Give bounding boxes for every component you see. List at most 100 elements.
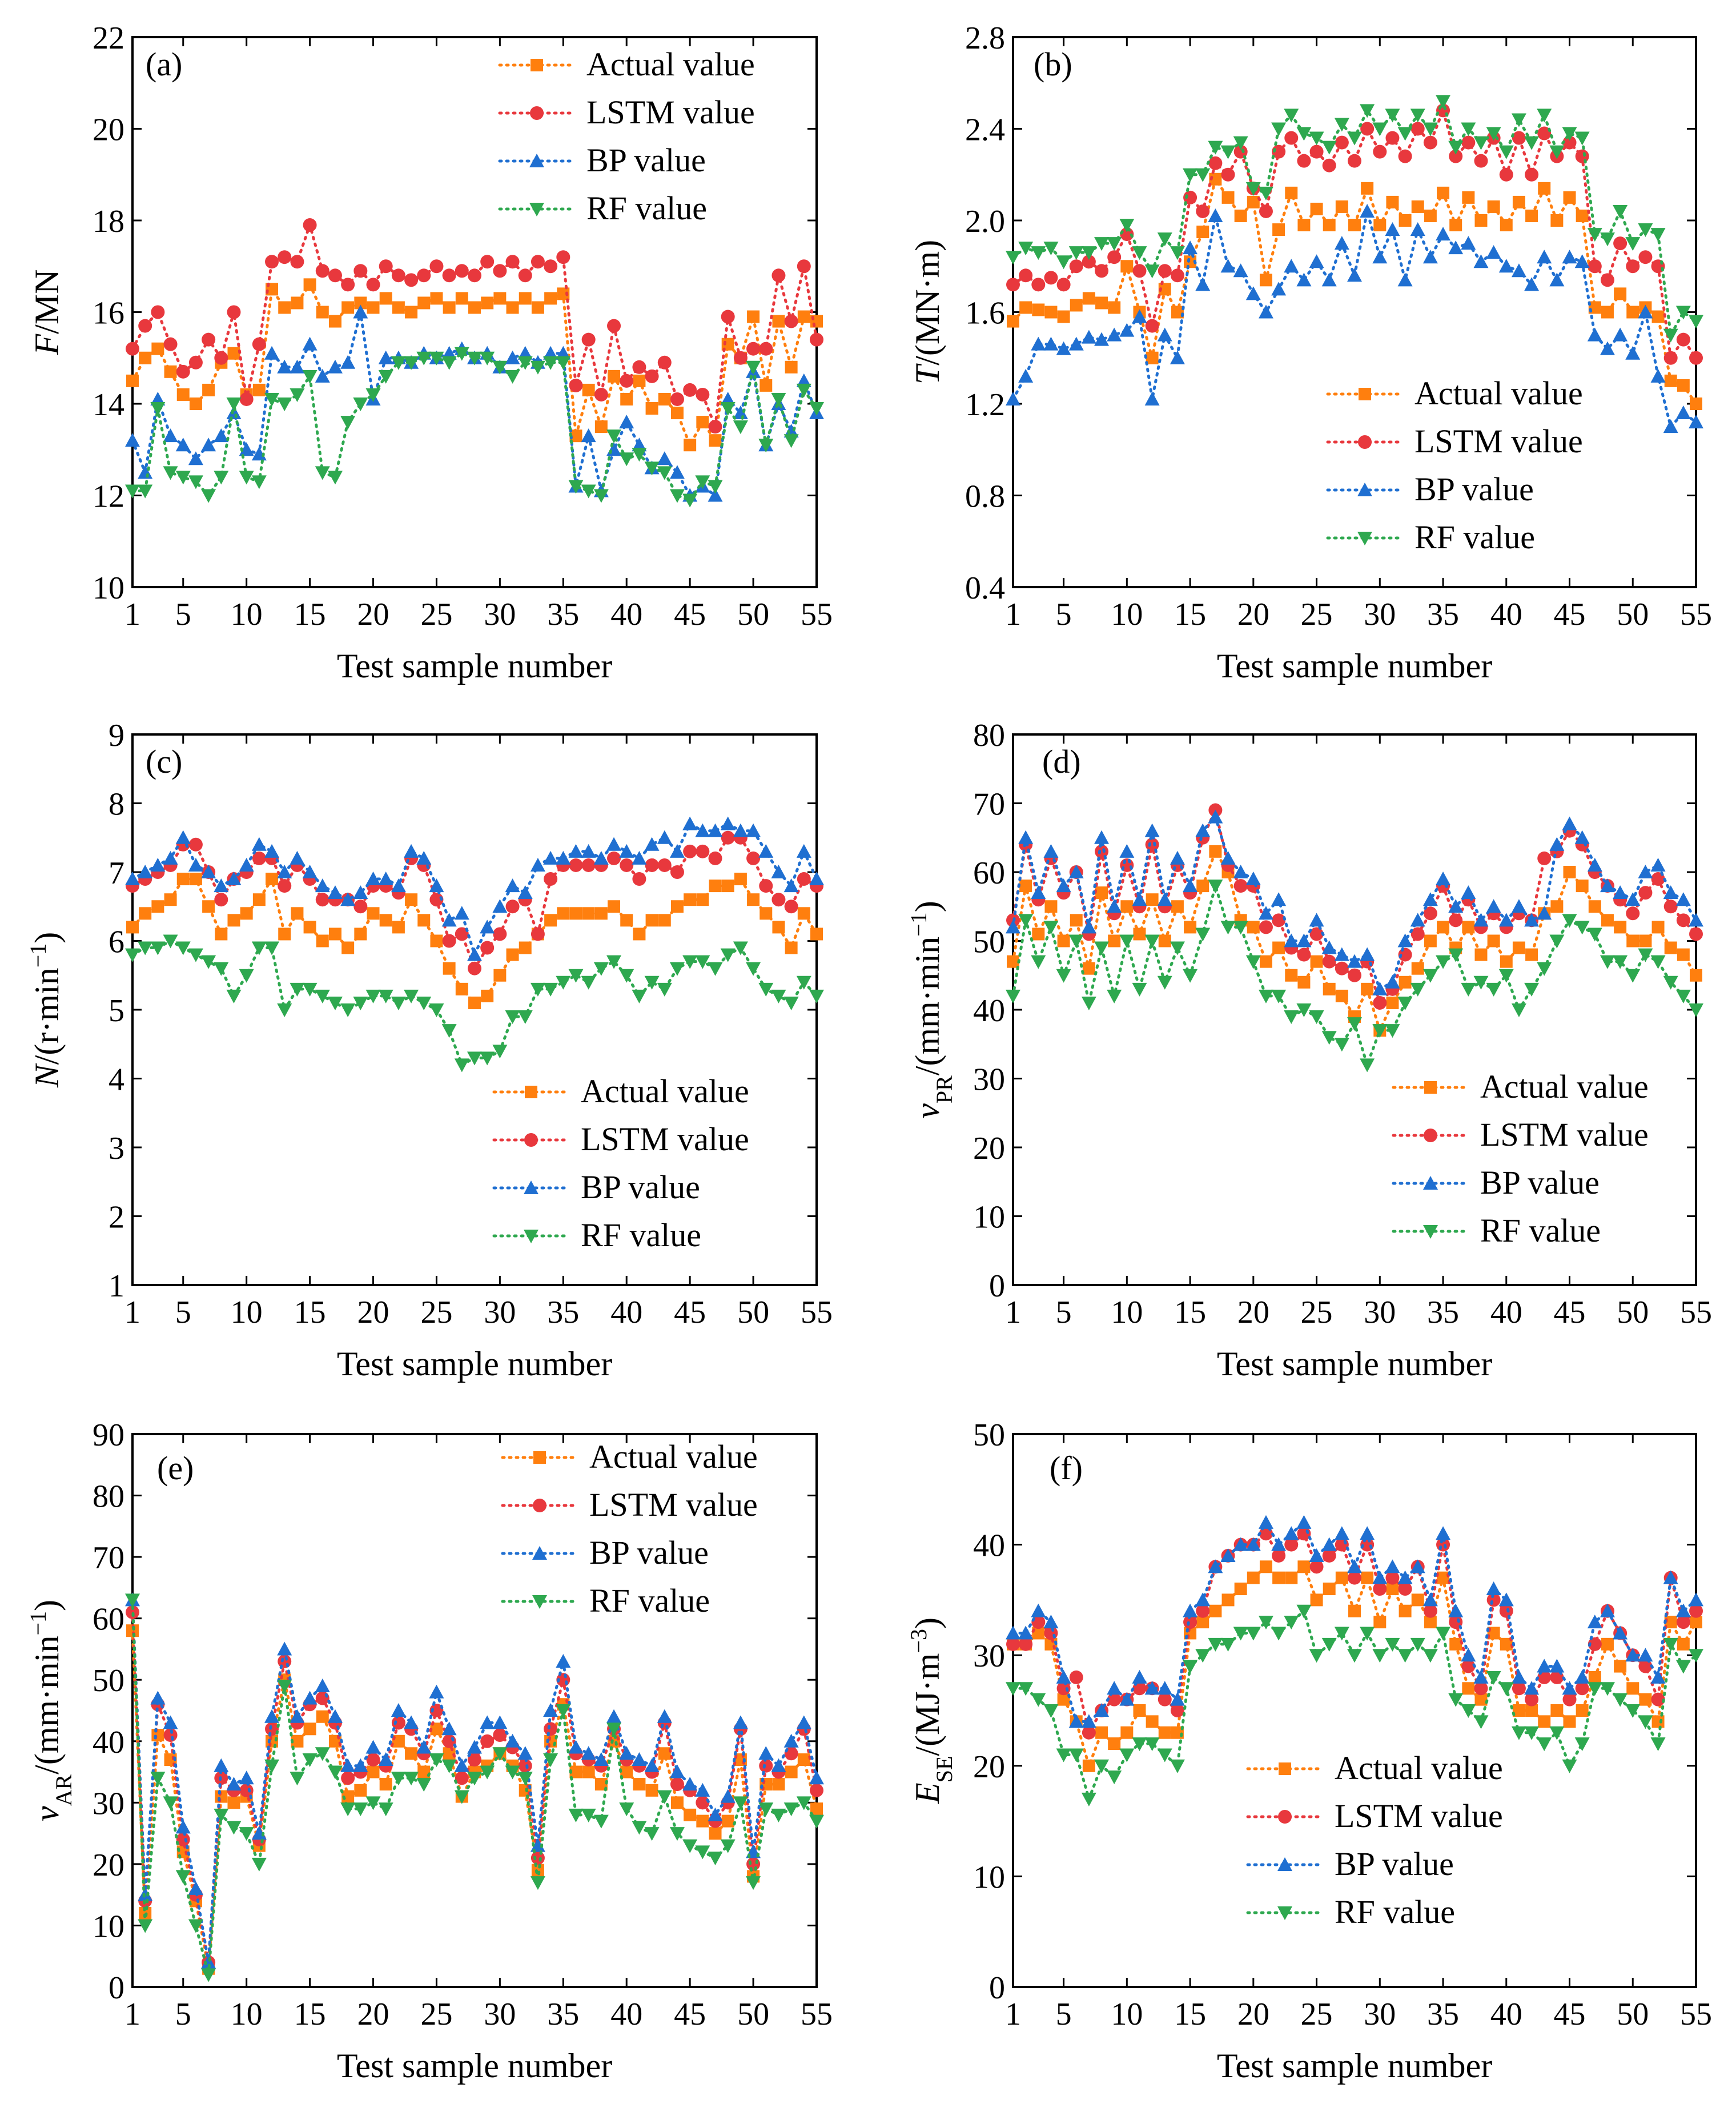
x-tick-label: 1 <box>1005 1295 1021 1330</box>
data-point <box>783 1802 799 1817</box>
data-point <box>669 962 685 976</box>
data-point <box>720 402 736 416</box>
data-point <box>1183 1660 1198 1674</box>
panel-e: 1 5 10 15 20 25 30 35 40 45 50 55 0 10 20 30 40 50 60 70 80 9… <box>25 1418 833 2085</box>
data-point <box>733 351 748 365</box>
data-point <box>315 1747 330 1761</box>
data-point <box>1284 1616 1299 1630</box>
legend-entry-label: LSTM value <box>1335 1797 1503 1834</box>
data-point <box>1525 167 1539 182</box>
data-point <box>1486 1671 1501 1685</box>
data-point <box>1006 920 1020 934</box>
data-point <box>1448 948 1464 962</box>
data-point <box>378 350 393 364</box>
data-point <box>1385 1637 1400 1652</box>
y-tick-label: 50 <box>973 925 1005 960</box>
y-tick-label: 40 <box>973 1528 1005 1564</box>
data-point <box>125 948 140 962</box>
data-point <box>1449 219 1462 232</box>
data-point <box>1132 309 1147 323</box>
panel-f: 1 5 10 15 20 25 30 35 40 45 50 55 0 10 20 30 40 50 Test sa… <box>906 1418 1713 2085</box>
data-point <box>1360 1627 1375 1641</box>
data-point <box>188 1881 203 1895</box>
data-point <box>1625 237 1641 251</box>
data-point <box>1411 962 1424 975</box>
data-point <box>138 484 153 499</box>
data-point <box>239 857 254 872</box>
data-point <box>1183 969 1198 983</box>
data-point <box>1689 1649 1703 1663</box>
data-point <box>239 1827 254 1841</box>
legend-entry-label: BP value <box>586 142 706 179</box>
data-point <box>226 989 242 1003</box>
data-point <box>353 264 368 278</box>
data-point <box>1196 1616 1209 1629</box>
data-point <box>1600 1603 1615 1617</box>
data-point <box>214 1808 229 1822</box>
data-point <box>214 962 229 976</box>
data-point <box>1347 1017 1362 1031</box>
data-point <box>1107 1692 1122 1707</box>
data-point <box>746 851 761 865</box>
data-point <box>353 885 368 900</box>
data-point <box>543 982 558 997</box>
data-point <box>1385 222 1400 236</box>
data-point <box>1537 1659 1552 1673</box>
data-point <box>1663 1637 1678 1652</box>
data-point <box>1158 283 1171 296</box>
legend-marker <box>533 1499 546 1512</box>
data-point <box>1537 250 1552 264</box>
data-point <box>581 484 596 499</box>
data-point <box>530 857 545 872</box>
data-point <box>1512 941 1525 954</box>
data-point <box>176 873 190 886</box>
data-point <box>1537 906 1552 920</box>
data-point <box>758 844 774 858</box>
data-point <box>644 837 660 851</box>
data-point <box>657 830 672 844</box>
data-point <box>1258 186 1273 200</box>
data-point <box>1335 1571 1348 1584</box>
data-point <box>644 1758 660 1772</box>
data-point <box>1550 1704 1564 1717</box>
data-point <box>480 255 495 269</box>
data-point <box>126 1624 139 1637</box>
data-point <box>1449 1637 1462 1651</box>
data-point <box>1119 1692 1135 1706</box>
data-point <box>1626 306 1639 319</box>
data-point <box>1498 259 1514 273</box>
data-point <box>315 264 329 278</box>
data-point <box>1498 913 1514 927</box>
x-tick-label: 20 <box>357 1295 389 1330</box>
data-point <box>1677 948 1690 961</box>
data-point <box>1436 1526 1451 1540</box>
data-point <box>1082 1725 1096 1740</box>
data-point <box>455 1771 469 1785</box>
legend-entry-label: LSTM value <box>581 1121 749 1158</box>
data-point <box>1625 969 1641 983</box>
data-point <box>1195 823 1211 837</box>
data-point <box>1651 310 1665 323</box>
data-point <box>695 475 710 489</box>
legend-marker <box>1424 1129 1437 1142</box>
data-point <box>1157 232 1172 247</box>
series-line-actual-value <box>131 875 818 1005</box>
panel-d: 1 5 10 15 20 25 30 35 40 45 50 55 0 10 20 30 40 50 60 70 80 T… <box>906 718 1713 1383</box>
data-point <box>315 368 330 383</box>
data-point <box>505 1733 520 1748</box>
data-point <box>340 355 356 369</box>
x-tick-label: 40 <box>1490 1997 1522 2032</box>
x-tick-label: 45 <box>1554 1295 1586 1330</box>
data-point <box>1195 1592 1211 1607</box>
data-point <box>544 872 558 886</box>
data-point <box>175 471 191 485</box>
series-line-lstm-value <box>131 220 818 428</box>
data-point <box>1146 351 1159 364</box>
data-point <box>1549 1726 1565 1740</box>
data-point <box>1272 1548 1286 1563</box>
data-point <box>1587 1682 1602 1696</box>
data-point <box>405 893 418 906</box>
data-point <box>783 424 799 438</box>
data-point <box>620 374 634 388</box>
data-point <box>1410 927 1425 941</box>
